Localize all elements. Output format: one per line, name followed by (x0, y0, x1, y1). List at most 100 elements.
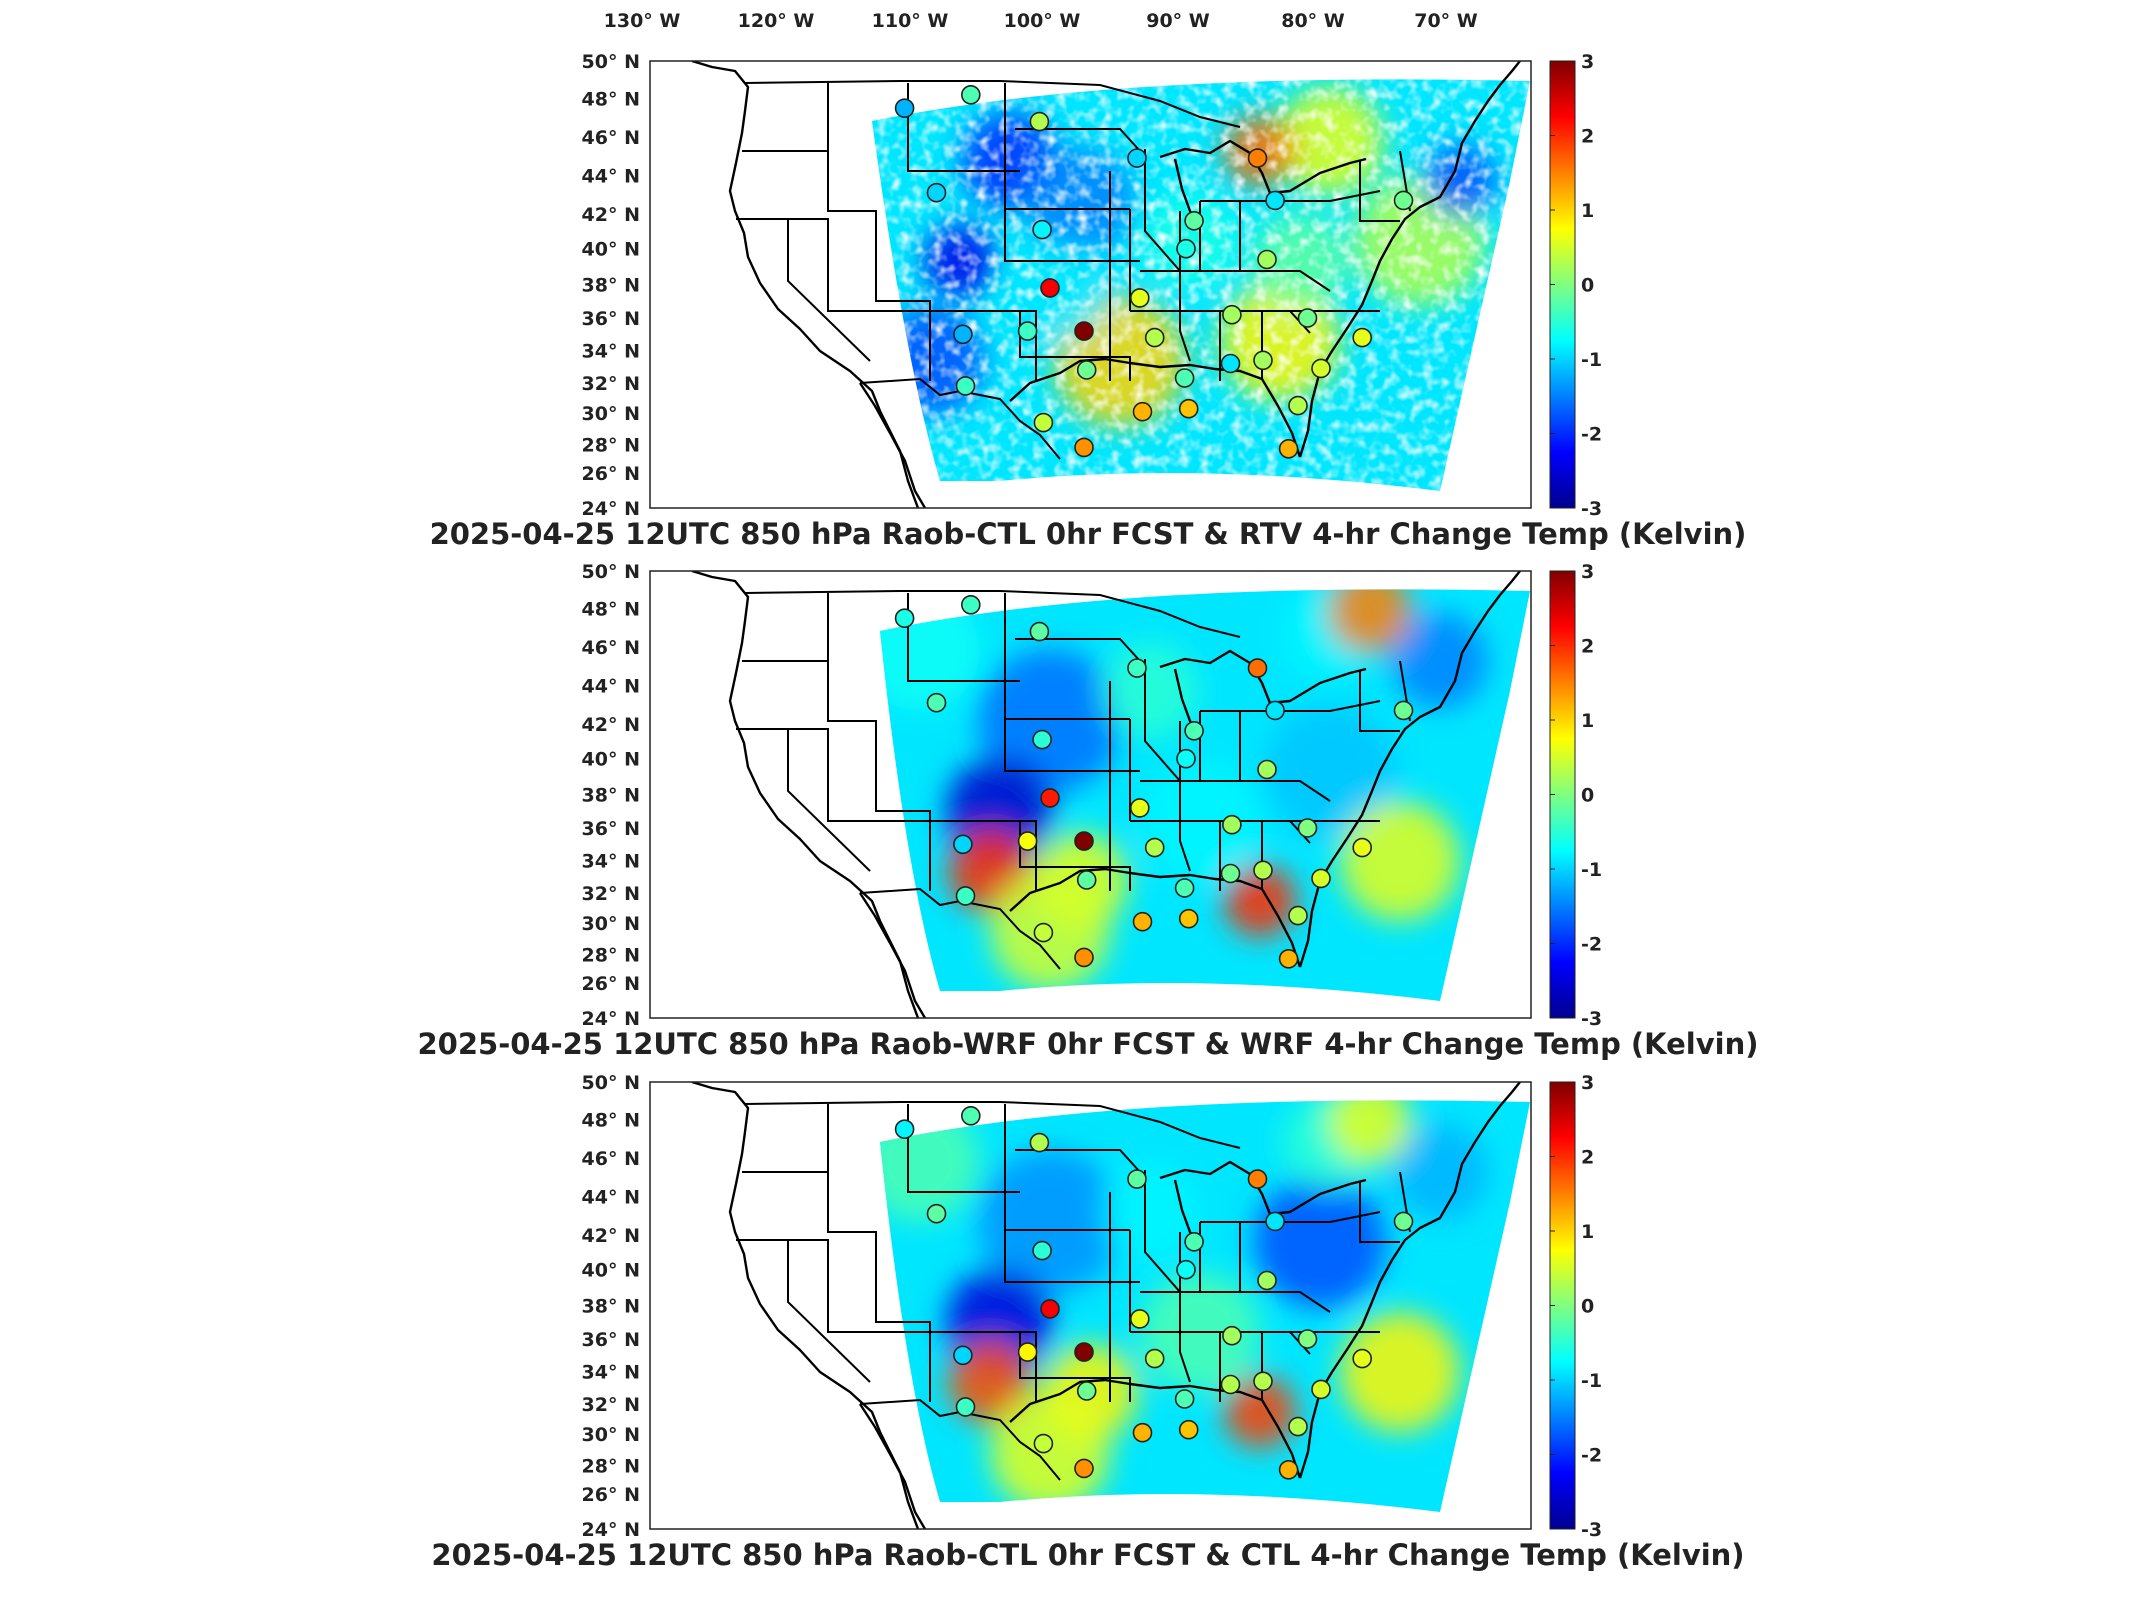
state-boundary (744, 80, 1241, 128)
panel-title: 2025-04-25 12UTC 850 hPa Raob-CTL 0hr FC… (431, 1538, 1744, 1572)
raob-station-marker (1074, 437, 1094, 458)
raob-station-marker (1176, 238, 1196, 259)
raob-station-marker (1311, 868, 1331, 889)
raob-station-marker (1076, 870, 1097, 890)
raob-station-marker (1265, 190, 1285, 211)
latitude-label: 36° N (582, 1329, 640, 1351)
raob-station-marker (1127, 148, 1147, 168)
latitude-label: 32° N (582, 373, 640, 395)
longitude-label: 120° W (738, 10, 815, 32)
coastline (691, 571, 920, 1018)
raob-station-marker (1222, 1325, 1242, 1346)
raob-station-marker (1130, 1309, 1150, 1329)
colorbar-tick-label: 2 (1581, 636, 1594, 658)
colorbar-tick-label: -3 (1581, 1008, 1602, 1030)
colorbar-tick-label: 1 (1581, 710, 1594, 732)
raob-station-marker (1288, 1416, 1308, 1437)
raob-station-marker (1265, 700, 1285, 721)
raob-station-marker (894, 1119, 915, 1139)
latitude-label: 44° N (582, 165, 640, 187)
colorbar-tick-label: -1 (1581, 859, 1602, 881)
raob-station-marker (1017, 1342, 1038, 1362)
raob-station-marker (1253, 860, 1273, 881)
raob-station-marker (960, 85, 981, 105)
coastline (1159, 649, 1367, 705)
panel-title: 2025-04-25 12UTC 850 hPa Raob-WRF 0hr FC… (417, 1027, 1758, 1061)
latitude-label: 46° N (582, 637, 640, 659)
raob-station-marker (955, 1397, 976, 1417)
raob-station-marker (1257, 1270, 1277, 1291)
raob-station-marker (1178, 398, 1199, 419)
coastline (1009, 1378, 1302, 1479)
state-boundary (859, 887, 1061, 970)
raob-station-marker (1032, 219, 1052, 240)
raob-station-marker (1247, 148, 1268, 168)
latitude-label: 44° N (582, 675, 640, 697)
field-anomaly (1340, 801, 1460, 921)
latitude-label: 34° N (582, 1362, 640, 1384)
raob-station-marker (1178, 1419, 1199, 1440)
state-boundary (787, 1240, 871, 1383)
field-anomaly (1392, 613, 1488, 709)
raob-station-marker (1184, 211, 1204, 231)
state-boundary (827, 593, 931, 891)
raob-station-marker (1257, 759, 1277, 780)
raob-station-marker (1174, 368, 1195, 388)
raob-station-marker (1311, 358, 1331, 379)
state-boundary (1359, 161, 1400, 222)
coastline (858, 892, 927, 1018)
raob-station-marker (1222, 814, 1242, 835)
coastline (691, 61, 920, 508)
field-anomaly (1254, 1176, 1386, 1308)
raob-station-marker (894, 608, 915, 629)
latitude-label: 40° N (582, 239, 640, 261)
latitude-label: 32° N (582, 1394, 640, 1416)
colorbar-tick-label: 1 (1581, 1221, 1594, 1243)
longitude-label: 80° W (1281, 10, 1345, 32)
latitude-label: 42° N (582, 714, 640, 736)
map-frame (649, 570, 1532, 1019)
state-boundary (787, 219, 871, 362)
latitude-label: 38° N (582, 785, 640, 807)
state-boundary (1359, 1182, 1400, 1243)
coastline (1009, 867, 1302, 968)
raob-station-marker (926, 182, 947, 203)
state-boundary (1140, 270, 1331, 292)
raob-station-marker (1029, 111, 1050, 132)
field-anomaly (1328, 1100, 1412, 1164)
longitude-label: 90° W (1146, 10, 1210, 32)
raob-station-marker (926, 692, 947, 713)
raob-station-marker (953, 1345, 973, 1366)
raob-station-marker (1297, 818, 1318, 838)
latitude-label: 50° N (582, 51, 640, 73)
field-anomaly (1102, 1164, 1198, 1260)
raob-station-marker (1257, 249, 1277, 270)
latitude-label: 36° N (582, 818, 640, 840)
raob-station-marker (1029, 621, 1050, 642)
raob-station-marker (1033, 1433, 1054, 1454)
colorbar-tick-label: 1 (1581, 200, 1594, 222)
raob-station-marker (1278, 438, 1299, 459)
latitude-label: 30° N (582, 1424, 640, 1446)
raob-station-marker (1247, 1169, 1268, 1189)
colorbar-tick-label: 0 (1581, 275, 1594, 297)
raob-station-marker (1076, 360, 1097, 380)
raob-station-marker (1017, 321, 1038, 341)
longitude-label: 130° W (604, 10, 681, 32)
latitude-label: 28° N (582, 945, 640, 967)
raob-station-marker (894, 98, 915, 118)
latitude-label: 28° N (582, 435, 640, 457)
colorbar-tick-label: -2 (1581, 934, 1602, 956)
raob-station-marker (926, 1203, 947, 1224)
raob-station-marker (953, 324, 973, 345)
raob-station-marker (1220, 863, 1241, 884)
state-boundary (1015, 638, 1141, 662)
map-panel: 50° N 48° N 46° N 44° N 42° N 40° N 38° N 36° N… (417, 561, 1758, 1061)
latitude-label: 28° N (582, 1456, 640, 1478)
latitude-label: 46° N (582, 127, 640, 149)
latitude-label: 48° N (582, 599, 640, 621)
state-boundary (744, 590, 1241, 638)
raob-station-marker (1017, 831, 1038, 851)
colorbar-tick-label: -1 (1581, 349, 1602, 371)
state-boundary (1015, 1149, 1141, 1173)
